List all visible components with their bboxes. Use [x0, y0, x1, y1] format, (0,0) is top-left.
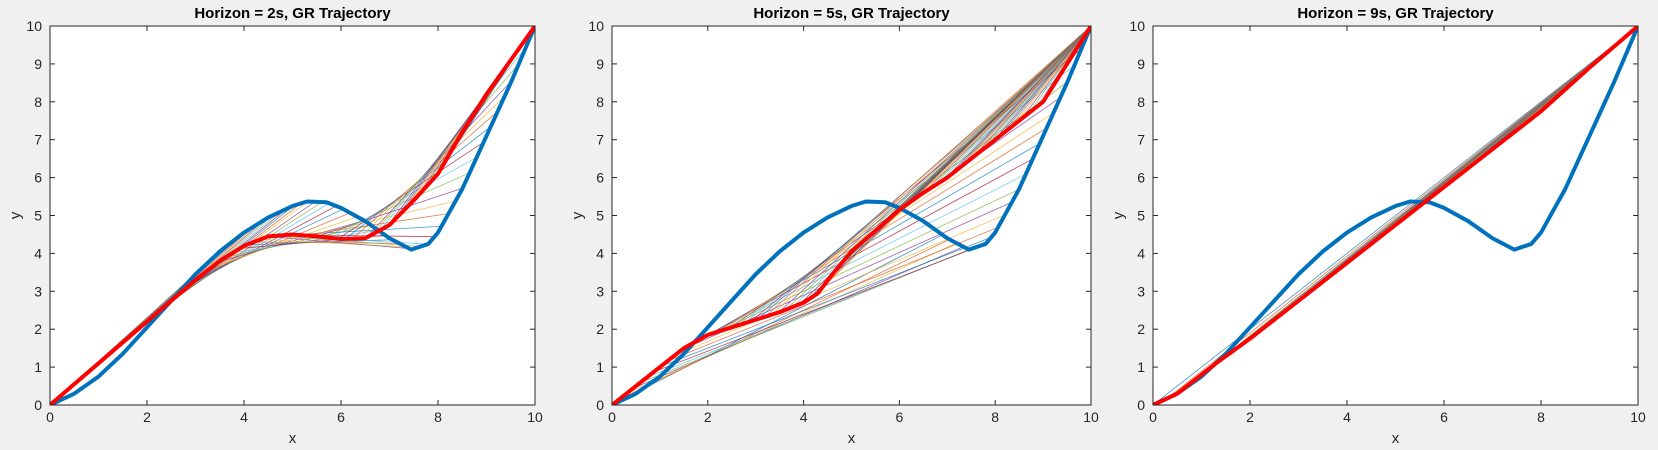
predicted-horizon-line — [190, 205, 337, 285]
y-axis-label: y — [1110, 211, 1127, 219]
chart-title: Horizon = 5s, GR Trajectory — [753, 5, 950, 22]
x-tick-label: 2 — [704, 409, 712, 425]
y-tick-label: 6 — [596, 170, 604, 186]
predicted-horizon-line — [351, 111, 499, 239]
x-tick-label: 4 — [800, 409, 808, 425]
predicted-horizon-line — [612, 234, 943, 405]
gr-trajectory-line — [1153, 26, 1638, 405]
y-tick-label: 9 — [34, 56, 42, 72]
x-tick-label: 8 — [991, 409, 999, 425]
x-tick-label: 6 — [337, 409, 345, 425]
predicted-horizon-line — [204, 212, 351, 274]
x-tick-label: 0 — [46, 409, 54, 425]
y-tick-label: 4 — [1137, 245, 1145, 261]
y-tick-label: 8 — [596, 94, 604, 110]
y-tick-label: 5 — [596, 208, 604, 224]
y-tick-label: 7 — [1137, 132, 1145, 148]
y-tick-label: 9 — [1137, 56, 1145, 72]
x-tick-label: 10 — [1083, 409, 1099, 425]
predicted-horizon-line — [688, 189, 1020, 347]
predicted-horizon-line — [660, 237, 992, 367]
y-tick-label: 5 — [1137, 208, 1145, 224]
predicted-horizon-line — [1167, 26, 1638, 399]
y-tick-label: 2 — [34, 321, 42, 337]
y-tick-label: 6 — [1137, 170, 1145, 186]
y-tick-label: 8 — [34, 94, 42, 110]
x-axis-label: x — [848, 430, 856, 447]
x-tick-label: 10 — [527, 409, 543, 425]
y-tick-label: 9 — [596, 56, 604, 72]
plot-data — [1153, 26, 1638, 405]
predicted-horizon-line — [785, 26, 1091, 311]
y-tick-label: 2 — [596, 321, 604, 337]
predicted-horizon-line — [764, 26, 1091, 318]
x-tick-label: 8 — [434, 409, 442, 425]
y-tick-label: 6 — [34, 170, 42, 186]
chart-title: Horizon = 9s, GR Trajectory — [1297, 5, 1494, 22]
predicted-horizon-line — [260, 238, 407, 248]
predicted-horizon-line — [702, 158, 1033, 339]
y-tick-label: 8 — [1137, 94, 1145, 110]
predicted-horizon-line — [653, 244, 985, 373]
y-tick-label: 7 — [34, 132, 42, 148]
plot-data — [50, 26, 535, 405]
y-tick-label: 0 — [34, 397, 42, 413]
x-tick-label: 4 — [1343, 409, 1351, 425]
chart-panel-1: 0 2 4 6 8 10 0 1 2 3 4 5 6 7 8 9 10 Horizon = 2s, GR Traj… — [7, 5, 543, 447]
y-tick-label: 3 — [596, 283, 604, 299]
y-tick-label: 7 — [596, 132, 604, 148]
y-tick-label: 3 — [1137, 283, 1145, 299]
predicted-horizon-line — [309, 200, 456, 237]
y-tick-label: 10 — [26, 18, 42, 34]
y-tick-label: 4 — [34, 245, 42, 261]
y-tick-label: 5 — [34, 208, 42, 224]
y-tick-label: 3 — [34, 283, 42, 299]
x-tick-label: 6 — [1440, 409, 1448, 425]
gr-trajectory-line — [612, 26, 1091, 405]
y-tick-label: 1 — [34, 359, 42, 375]
predicted-horizon-line — [176, 201, 323, 297]
gr-trajectory-line — [50, 26, 535, 405]
y-tick-label: 0 — [596, 397, 604, 413]
y-axis-label: y — [7, 211, 24, 219]
x-tick-label: 2 — [143, 409, 151, 425]
predicted-horizon-line — [267, 236, 414, 250]
x-tick-label: 8 — [1537, 409, 1545, 425]
chart-panel-3: 0 2 4 6 8 10 0 1 2 3 4 5 6 7 8 9 10 Horizon = 9s, GR Traj… — [1110, 5, 1646, 447]
predicted-horizon-line — [771, 26, 1091, 315]
y-tick-label: 4 — [596, 245, 604, 261]
y-tick-label: 1 — [1137, 359, 1145, 375]
y-tick-label: 10 — [1129, 18, 1145, 34]
predicted-horizon-line — [778, 26, 1091, 313]
predicted-horizon-line — [274, 235, 421, 247]
x-tick-label: 2 — [1246, 409, 1254, 425]
chart-panel-2: 0 2 4 6 8 10 0 1 2 3 4 5 6 7 8 9 10 Horizon = 5s, GR Traj… — [569, 5, 1099, 447]
reference-path-line — [1153, 26, 1638, 405]
plot-area — [50, 26, 535, 405]
plot-data — [612, 26, 1091, 405]
y-axis-label: y — [569, 211, 586, 219]
chart-title: Horizon = 2s, GR Trajectory — [194, 5, 391, 22]
x-axis-label: x — [289, 430, 297, 447]
predicted-horizon-line — [667, 227, 999, 362]
x-tick-label: 6 — [896, 409, 904, 425]
reference-path-line — [50, 26, 535, 405]
y-tick-label: 1 — [596, 359, 604, 375]
x-tick-label: 0 — [1149, 409, 1157, 425]
reference-path-line — [612, 26, 1091, 405]
x-tick-label: 0 — [608, 409, 616, 425]
predicted-horizon-line — [618, 239, 950, 400]
x-axis-label: x — [1392, 430, 1400, 447]
y-tick-label: 0 — [1137, 397, 1145, 413]
predicted-horizon-line — [1153, 26, 1638, 405]
y-tick-label: 2 — [1137, 321, 1145, 337]
y-tick-label: 10 — [588, 18, 604, 34]
x-tick-label: 10 — [1630, 409, 1646, 425]
x-tick-label: 4 — [240, 409, 248, 425]
